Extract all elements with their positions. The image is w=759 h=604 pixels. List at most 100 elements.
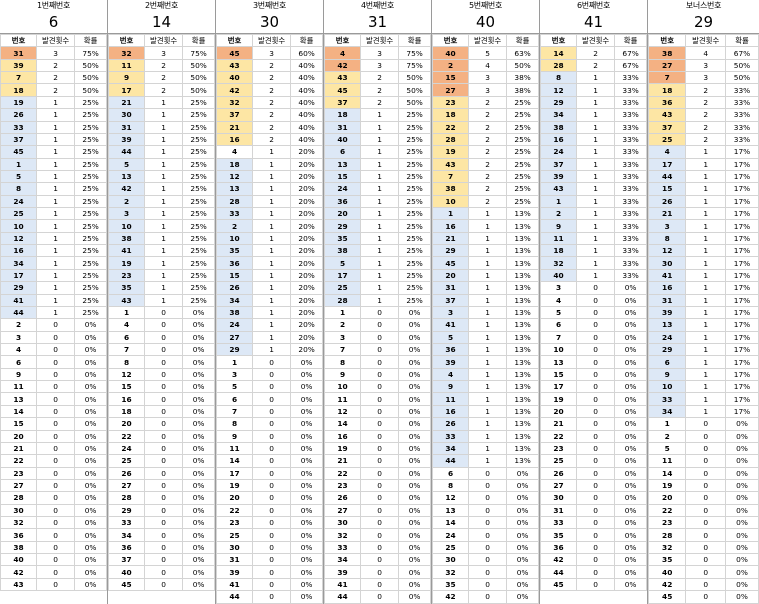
ball-number: 4 <box>0 342 38 357</box>
found-count: 2 <box>36 83 76 97</box>
ball-number: 22 <box>431 120 470 134</box>
ball-number: 1 <box>107 305 146 320</box>
probability: 25% <box>74 207 107 221</box>
block-title: 1번째번호 <box>36 1 71 10</box>
table-row: 23 0 0% <box>539 441 647 456</box>
table-row: 21 0 0% <box>539 417 647 431</box>
found-count: 1 <box>252 256 292 270</box>
header-count: 발견횟수 <box>360 33 400 48</box>
table-row: 10 1 25% <box>0 219 107 233</box>
table-row: 44 0 0% <box>215 590 323 604</box>
table-row: 3 0 0% <box>215 367 323 382</box>
ball-number: 24 <box>431 528 470 542</box>
ball-number: 41 <box>647 268 687 283</box>
probability: 0% <box>74 478 107 493</box>
ball-number: 29 <box>107 503 146 518</box>
ball-number: 41 <box>215 577 254 592</box>
ball-number: 1 <box>647 417 687 431</box>
found-count: 1 <box>468 256 508 270</box>
table-row: 41 1 25% <box>107 244 215 258</box>
table-row: 17 2 50% <box>107 83 215 97</box>
table-row: 13 0 0% <box>0 392 107 406</box>
found-count: 0 <box>144 528 184 542</box>
found-count: 3 <box>468 83 508 97</box>
probability: 0% <box>290 590 323 604</box>
table-row: 30 0 0% <box>431 553 539 567</box>
probability: 50% <box>398 71 431 85</box>
table-row: 17 1 17% <box>647 157 759 171</box>
table-row: 27 0 0% <box>323 503 431 518</box>
probability: 0% <box>724 516 759 530</box>
number-block: 3번째번호 30 번호 발견횟수 확률 45 3 60% 43 2 40% 40 2 40% 42 2 40% 3… <box>215 0 324 604</box>
found-count: 0 <box>576 355 616 369</box>
ball-number: 35 <box>647 553 687 567</box>
table-row: 36 1 20% <box>215 256 323 270</box>
table-row: 11 2 50% <box>107 58 215 73</box>
probability: 0% <box>614 330 647 344</box>
ball-number: 38 <box>647 46 687 60</box>
ball-number: 26 <box>0 108 38 122</box>
ball-number: 37 <box>431 293 470 307</box>
ball-number: 21 <box>0 441 38 456</box>
found-count: 0 <box>36 540 76 555</box>
probability: 0% <box>614 503 647 518</box>
probability: 20% <box>290 169 323 184</box>
probability: 0% <box>398 454 431 468</box>
table-row: 4 1 13% <box>431 367 539 382</box>
ball-number: 17 <box>539 380 578 394</box>
block-number: 29 <box>648 11 759 34</box>
table-row: 4 0 0% <box>0 342 107 357</box>
table-row: 28 0 0% <box>107 491 215 505</box>
probability: 17% <box>724 355 759 369</box>
table-row: 23 0 0% <box>215 516 323 530</box>
found-count: 0 <box>468 553 508 567</box>
ball-number: 40 <box>107 565 146 579</box>
found-count: 0 <box>36 404 76 419</box>
frequency-table: 번호 발견횟수 확률 45 3 60% 43 2 40% 40 2 40% 42 2 40% 32 2 40% 37… <box>215 33 323 604</box>
ball-number: 26 <box>539 466 578 480</box>
probability: 33% <box>724 132 759 147</box>
probability: 63% <box>506 46 539 60</box>
found-count: 1 <box>144 268 184 283</box>
ball-number: 26 <box>215 281 254 295</box>
found-count: 2 <box>360 95 400 110</box>
table-row: 36 0 0% <box>0 528 107 542</box>
found-count: 0 <box>576 540 616 555</box>
found-count: 1 <box>468 342 508 357</box>
table-row: 19 0 0% <box>647 478 759 493</box>
found-count: 0 <box>360 553 400 567</box>
ball-number: 29 <box>323 219 362 233</box>
probability: 0% <box>506 528 539 542</box>
table-row: 3 0 0% <box>0 330 107 344</box>
table-row: 10 1 25% <box>107 219 215 233</box>
table-row: 34 1 13% <box>431 441 539 456</box>
table-row: 20 1 13% <box>431 268 539 283</box>
ball-number: 7 <box>215 404 254 419</box>
ball-number: 44 <box>0 305 38 320</box>
ball-number: 25 <box>0 207 38 221</box>
found-count: 3 <box>685 71 726 85</box>
table-row: 40 0 0% <box>0 553 107 567</box>
table-row: 14 2 67% <box>539 46 647 60</box>
table-row: 7 0 0% <box>107 342 215 357</box>
found-count: 2 <box>252 71 292 85</box>
probability: 33% <box>614 231 647 246</box>
probability: 0% <box>398 367 431 382</box>
found-count: 1 <box>685 305 726 320</box>
ball-number: 5 <box>647 441 687 456</box>
table-row: 22 0 0% <box>539 429 647 443</box>
table-row: 13 1 25% <box>107 169 215 184</box>
found-count: 0 <box>36 367 76 382</box>
probability: 0% <box>398 342 431 357</box>
header-row: 번호 발견횟수 확률 <box>0 33 107 48</box>
ball-number: 13 <box>0 392 38 406</box>
ball-number: 28 <box>215 194 254 209</box>
probability: 75% <box>398 46 431 60</box>
probability: 0% <box>614 367 647 382</box>
probability: 25% <box>506 169 539 184</box>
probability: 50% <box>182 58 215 73</box>
table-row: 15 0 0% <box>539 367 647 382</box>
ball-number: 21 <box>539 417 578 431</box>
ball-number: 19 <box>539 392 578 406</box>
found-count: 1 <box>252 342 292 357</box>
